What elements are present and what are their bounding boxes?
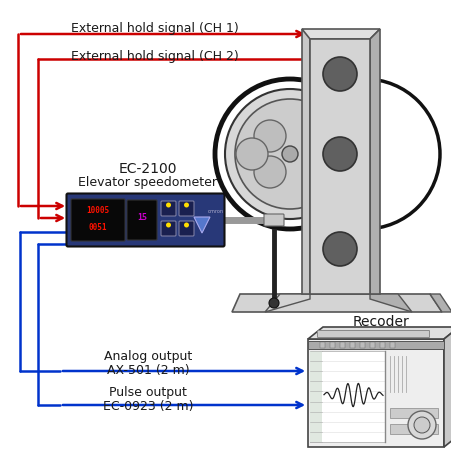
FancyBboxPatch shape — [71, 200, 125, 242]
FancyBboxPatch shape — [179, 201, 193, 217]
Polygon shape — [193, 218, 210, 233]
FancyBboxPatch shape — [161, 201, 175, 217]
Polygon shape — [231, 294, 441, 313]
Circle shape — [184, 223, 189, 228]
Bar — [309, 351, 384, 442]
Bar — [389, 424, 437, 434]
Circle shape — [268, 298, 278, 308]
FancyBboxPatch shape — [317, 331, 428, 338]
FancyBboxPatch shape — [179, 221, 193, 237]
Text: Analog output: Analog output — [104, 349, 192, 362]
FancyBboxPatch shape — [127, 200, 156, 240]
Polygon shape — [369, 30, 379, 294]
Text: 15: 15 — [137, 213, 147, 222]
Text: EC-0923 (2 m): EC-0923 (2 m) — [102, 399, 193, 412]
Circle shape — [225, 90, 354, 219]
Text: EC-2100: EC-2100 — [119, 162, 177, 175]
Bar — [307, 339, 443, 447]
Bar — [339, 342, 344, 348]
FancyBboxPatch shape — [263, 214, 283, 226]
Bar — [359, 342, 364, 348]
Bar — [309, 351, 321, 442]
Polygon shape — [264, 294, 309, 313]
Bar — [389, 342, 394, 348]
Circle shape — [235, 100, 344, 210]
Bar — [369, 342, 374, 348]
Text: Elevator speedometer: Elevator speedometer — [78, 175, 217, 188]
Text: 0051: 0051 — [88, 223, 107, 232]
Circle shape — [235, 139, 267, 171]
Polygon shape — [429, 294, 451, 313]
Circle shape — [407, 411, 435, 439]
Circle shape — [166, 223, 170, 228]
Polygon shape — [301, 30, 309, 294]
Circle shape — [166, 203, 170, 208]
Circle shape — [184, 203, 189, 208]
Bar — [329, 342, 334, 348]
Circle shape — [322, 232, 356, 266]
Text: External hold signal (CH 1): External hold signal (CH 1) — [71, 22, 238, 35]
Bar — [309, 40, 369, 294]
Bar — [349, 342, 354, 348]
Bar — [389, 408, 437, 418]
Bar — [379, 342, 384, 348]
Circle shape — [253, 121, 285, 153]
Text: omron: omron — [207, 209, 224, 214]
Text: 10005: 10005 — [86, 206, 109, 215]
Circle shape — [215, 80, 364, 230]
Polygon shape — [307, 327, 451, 339]
Text: External hold signal (CH 2): External hold signal (CH 2) — [71, 50, 238, 63]
Bar — [319, 342, 324, 348]
Polygon shape — [443, 327, 451, 447]
Text: Pulse output: Pulse output — [109, 385, 187, 398]
Circle shape — [281, 147, 297, 163]
Circle shape — [413, 417, 429, 433]
Polygon shape — [301, 30, 379, 40]
Circle shape — [322, 58, 356, 92]
FancyBboxPatch shape — [161, 221, 175, 237]
Text: Recoder: Recoder — [352, 314, 409, 328]
Bar — [307, 341, 443, 349]
Circle shape — [253, 156, 285, 188]
Polygon shape — [369, 294, 411, 313]
Circle shape — [322, 138, 356, 172]
Text: AX-501 (2 m): AX-501 (2 m) — [106, 363, 189, 376]
FancyBboxPatch shape — [66, 194, 224, 247]
